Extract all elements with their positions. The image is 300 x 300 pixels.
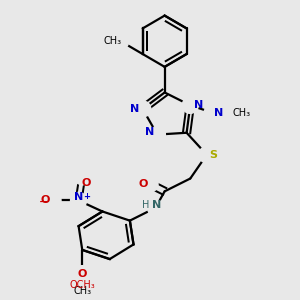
Circle shape: [199, 147, 215, 163]
Text: O: O: [78, 269, 87, 279]
Circle shape: [74, 266, 90, 282]
Circle shape: [204, 105, 220, 121]
Text: CH₃: CH₃: [73, 286, 91, 296]
Text: O: O: [41, 196, 50, 206]
Text: OCH₃: OCH₃: [69, 280, 95, 290]
Text: N: N: [74, 192, 83, 202]
Text: N: N: [152, 200, 161, 210]
Text: +: +: [83, 192, 91, 201]
Circle shape: [113, 33, 129, 49]
Text: O: O: [81, 178, 91, 188]
Circle shape: [147, 200, 164, 216]
Text: N: N: [145, 127, 154, 137]
Circle shape: [74, 283, 90, 299]
Circle shape: [135, 101, 151, 117]
Circle shape: [182, 97, 198, 113]
Text: −: −: [39, 197, 49, 207]
Circle shape: [142, 176, 158, 192]
Text: N: N: [194, 100, 203, 110]
Text: CH₃: CH₃: [232, 108, 250, 118]
Circle shape: [74, 169, 90, 185]
Circle shape: [149, 127, 165, 142]
Circle shape: [70, 192, 87, 208]
Circle shape: [45, 192, 61, 208]
Text: H: H: [142, 200, 149, 210]
Text: O: O: [139, 179, 148, 189]
Circle shape: [226, 105, 242, 121]
Text: S: S: [209, 150, 217, 160]
Text: N: N: [130, 104, 139, 114]
Text: CH₃: CH₃: [103, 36, 122, 46]
Text: N: N: [214, 108, 224, 118]
